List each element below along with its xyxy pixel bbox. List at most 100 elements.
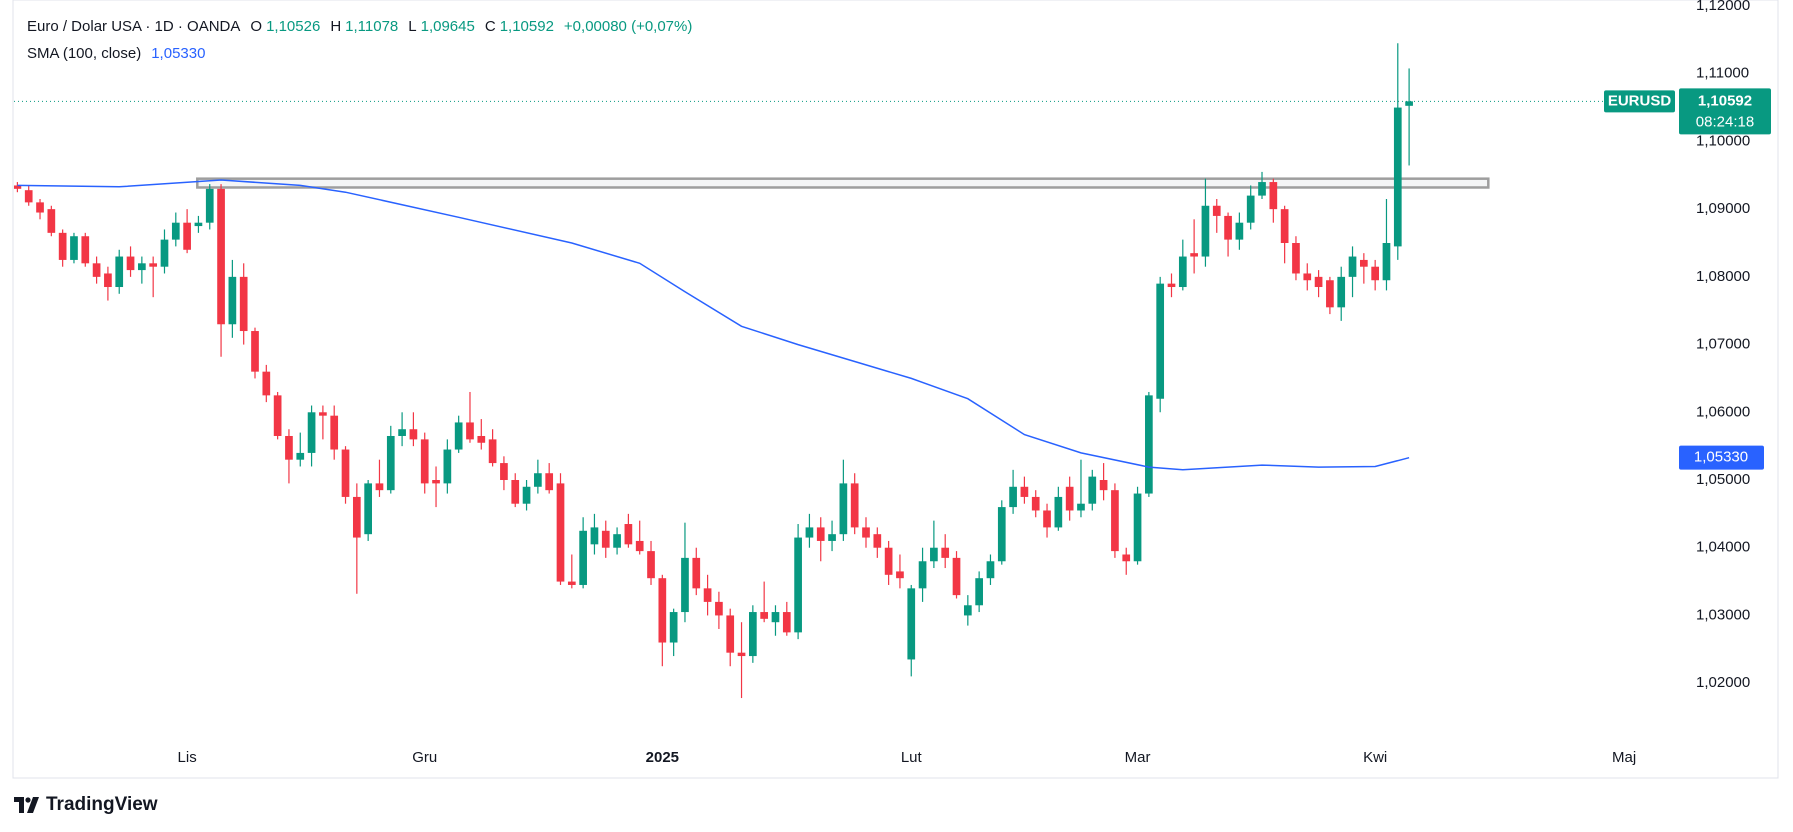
candle-body xyxy=(1009,486,1017,508)
candle-body xyxy=(1133,493,1142,562)
candle-body xyxy=(647,551,655,579)
candle-body xyxy=(352,496,361,538)
candle-body xyxy=(217,188,225,325)
sma-tag xyxy=(1679,445,1764,470)
candle-body xyxy=(534,473,542,487)
y-tick-label: 1,08000 xyxy=(1696,268,1750,285)
candle-body xyxy=(1156,283,1165,399)
candle-body xyxy=(692,557,701,589)
candle-body xyxy=(1020,486,1029,497)
candle-body xyxy=(1371,266,1380,281)
candle-body xyxy=(364,483,372,535)
candle-body xyxy=(1326,280,1334,308)
legend-value: 1,09645 xyxy=(420,18,475,35)
candle-body xyxy=(1269,182,1278,210)
candle-body xyxy=(432,480,440,484)
candle-body xyxy=(715,601,723,616)
candle-body xyxy=(454,422,463,450)
legend-label: H xyxy=(330,18,342,35)
candle-body xyxy=(658,578,667,643)
sma-line xyxy=(17,179,1410,471)
candle-body xyxy=(907,588,916,660)
candle-body xyxy=(500,463,508,481)
branding: TradingView xyxy=(14,794,158,816)
candle-body xyxy=(1167,283,1176,288)
candle-body xyxy=(850,483,859,528)
plot-area xyxy=(14,43,1675,699)
legend-change: +0,00080 (+0,07%) xyxy=(563,18,693,35)
candle-body xyxy=(160,239,169,267)
candle-body xyxy=(828,534,836,541)
y-tick-label: 1,10000 xyxy=(1696,132,1750,149)
candle-body xyxy=(92,263,101,277)
candle-body xyxy=(330,415,339,450)
candle-body xyxy=(138,263,146,271)
candle-body xyxy=(466,422,474,440)
candle-body xyxy=(104,273,112,288)
candle-body xyxy=(1314,276,1323,288)
candle-body xyxy=(251,331,259,372)
legend-label: C xyxy=(484,18,496,35)
candle-body xyxy=(511,480,520,504)
candle-body xyxy=(443,449,452,484)
candle-body xyxy=(1382,243,1391,281)
candle-body xyxy=(341,449,350,497)
candle-body xyxy=(296,452,305,460)
candle-body xyxy=(794,537,802,633)
candle-body xyxy=(239,276,248,332)
x-tick-label: Lut xyxy=(901,749,923,766)
indicator-value: 1,05330 xyxy=(151,45,206,62)
candle-body xyxy=(873,534,882,548)
candle-body xyxy=(782,612,791,633)
x-tick-label: Kwi xyxy=(1363,749,1387,766)
price-label: 1,10592 xyxy=(1698,92,1752,109)
candle-body xyxy=(726,615,735,653)
candle-body xyxy=(81,236,90,264)
candle-body xyxy=(918,561,927,589)
x-tick-label: Maj xyxy=(1612,749,1636,766)
candle-body xyxy=(14,185,22,189)
chart-header: Euro / Dolar USA · 1D · OANDA O 1,10526 H… xyxy=(27,18,698,35)
candle-body xyxy=(681,557,689,613)
candle-body xyxy=(1348,256,1357,277)
candle-body xyxy=(205,188,214,223)
candle-body xyxy=(624,524,633,545)
candle-body xyxy=(228,276,237,325)
y-tick-label: 1,04000 xyxy=(1696,539,1750,556)
price-tag xyxy=(1679,88,1771,135)
candle-body xyxy=(669,612,678,643)
candle-body xyxy=(590,527,599,545)
candle-body xyxy=(1405,101,1413,106)
y-tick-label: 1,03000 xyxy=(1696,606,1750,623)
legend-value: 1,10526 xyxy=(266,18,321,35)
candle-body xyxy=(1246,195,1255,223)
candle-body xyxy=(986,561,995,579)
candle-body xyxy=(1178,256,1187,288)
brand-name: TradingView xyxy=(46,794,158,815)
candle-body xyxy=(805,527,814,538)
chart-title: Euro / Dolar USA · 1D · OANDA xyxy=(27,18,241,35)
y-tick-label: 1,05000 xyxy=(1696,471,1750,488)
candle-body xyxy=(703,588,712,602)
candle-body xyxy=(941,547,950,558)
candle-body xyxy=(635,540,644,552)
candle-body xyxy=(1280,209,1289,244)
x-tick-label: Lis xyxy=(178,749,197,766)
candle-body xyxy=(273,395,282,436)
candle-body xyxy=(58,232,67,260)
candle-body xyxy=(522,486,531,504)
countdown-label: 08:24:18 xyxy=(1696,113,1754,130)
candle-body xyxy=(771,612,780,623)
candle-body xyxy=(556,483,565,582)
candle-body xyxy=(816,527,825,541)
candle-body xyxy=(884,547,893,575)
candle-body xyxy=(601,530,610,548)
candle-body xyxy=(1122,554,1131,562)
indicator-legend: SMA (100, close) 1,05330 xyxy=(27,45,205,62)
sma-tag-label: 1,05330 xyxy=(1694,449,1748,466)
candle-body xyxy=(567,581,576,585)
candle-body xyxy=(1031,496,1040,511)
candle-body xyxy=(194,222,203,227)
candle-body xyxy=(1054,496,1063,528)
